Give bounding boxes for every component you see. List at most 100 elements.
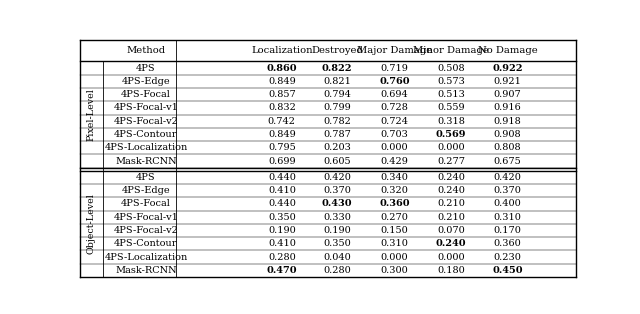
Text: 0.350: 0.350 — [323, 239, 351, 248]
Text: 4PS-Contour: 4PS-Contour — [114, 130, 178, 139]
Text: 0.330: 0.330 — [323, 213, 351, 222]
Text: 0.410: 0.410 — [268, 239, 296, 248]
Text: Pixel-Level: Pixel-Level — [86, 88, 95, 141]
Text: 0.360: 0.360 — [379, 199, 410, 208]
Text: 0.420: 0.420 — [323, 173, 351, 182]
Text: 0.921: 0.921 — [493, 77, 522, 86]
Text: 4PS-Focal-v1: 4PS-Focal-v1 — [113, 213, 179, 222]
Text: 0.203: 0.203 — [323, 143, 351, 152]
Text: 0.280: 0.280 — [268, 252, 296, 262]
Text: 0.719: 0.719 — [381, 63, 408, 73]
Text: 4PS-Focal: 4PS-Focal — [121, 199, 171, 208]
Text: 0.703: 0.703 — [381, 130, 408, 139]
Text: 0.180: 0.180 — [437, 266, 465, 275]
Text: 0.190: 0.190 — [323, 226, 351, 235]
Text: 0.240: 0.240 — [437, 173, 465, 182]
Text: 0.370: 0.370 — [493, 186, 522, 195]
Text: 0.300: 0.300 — [381, 266, 408, 275]
Text: Destroyed: Destroyed — [311, 46, 363, 55]
Text: 0.150: 0.150 — [381, 226, 408, 235]
Text: No Damage: No Damage — [477, 46, 538, 55]
Text: 0.857: 0.857 — [268, 90, 296, 99]
Text: 4PS: 4PS — [136, 173, 156, 182]
Text: 0.210: 0.210 — [437, 213, 465, 222]
Text: Localization: Localization — [251, 46, 313, 55]
Text: 0.429: 0.429 — [381, 157, 408, 165]
Text: 0.849: 0.849 — [268, 77, 296, 86]
Text: 0.724: 0.724 — [380, 117, 408, 126]
Text: 0.605: 0.605 — [323, 157, 351, 165]
Text: 0.450: 0.450 — [492, 266, 523, 275]
Text: 0.794: 0.794 — [323, 90, 351, 99]
Text: 0.908: 0.908 — [493, 130, 522, 139]
Text: 0.190: 0.190 — [268, 226, 296, 235]
Text: 0.370: 0.370 — [323, 186, 351, 195]
Text: Method: Method — [127, 46, 166, 55]
Text: 0.400: 0.400 — [493, 199, 522, 208]
Text: 4PS-Focal-v2: 4PS-Focal-v2 — [113, 226, 179, 235]
Text: 0.318: 0.318 — [437, 117, 465, 126]
Text: Object-Level: Object-Level — [86, 193, 95, 254]
Text: 0.918: 0.918 — [493, 117, 522, 126]
Text: 0.799: 0.799 — [323, 103, 351, 112]
Text: 0.210: 0.210 — [437, 199, 465, 208]
Text: 0.470: 0.470 — [266, 266, 297, 275]
Text: 0.440: 0.440 — [268, 199, 296, 208]
Text: 4PS-Edge: 4PS-Edge — [122, 77, 170, 86]
Text: Minor Damage: Minor Damage — [413, 46, 489, 55]
Text: 4PS: 4PS — [136, 63, 156, 73]
Text: 0.360: 0.360 — [493, 239, 522, 248]
Text: 0.230: 0.230 — [493, 252, 522, 262]
Text: 0.513: 0.513 — [437, 90, 465, 99]
Text: 0.821: 0.821 — [323, 77, 351, 86]
Text: 0.832: 0.832 — [268, 103, 296, 112]
Text: 4PS-Localization: 4PS-Localization — [104, 143, 188, 152]
Text: 0.270: 0.270 — [381, 213, 408, 222]
Text: 0.699: 0.699 — [268, 157, 296, 165]
Text: 4PS-Focal-v1: 4PS-Focal-v1 — [113, 103, 179, 112]
Text: 0.340: 0.340 — [381, 173, 408, 182]
Text: 0.277: 0.277 — [437, 157, 465, 165]
Text: 0.000: 0.000 — [381, 252, 408, 262]
Text: Mask-RCNN: Mask-RCNN — [115, 157, 177, 165]
Text: Mask-RCNN: Mask-RCNN — [115, 266, 177, 275]
Text: 0.907: 0.907 — [493, 90, 522, 99]
Text: 4PS-Localization: 4PS-Localization — [104, 252, 188, 262]
Text: 0.508: 0.508 — [437, 63, 465, 73]
Text: 0.410: 0.410 — [268, 186, 296, 195]
Text: 0.675: 0.675 — [493, 157, 522, 165]
Text: 0.420: 0.420 — [493, 173, 522, 182]
Text: 0.916: 0.916 — [493, 103, 522, 112]
Text: 0.860: 0.860 — [266, 63, 297, 73]
Text: 0.350: 0.350 — [268, 213, 296, 222]
Text: 0.559: 0.559 — [437, 103, 465, 112]
Text: 0.170: 0.170 — [493, 226, 522, 235]
Text: 0.742: 0.742 — [268, 117, 296, 126]
Text: 0.694: 0.694 — [381, 90, 408, 99]
Text: 0.310: 0.310 — [381, 239, 408, 248]
Text: 0.000: 0.000 — [381, 143, 408, 152]
Text: 0.795: 0.795 — [268, 143, 296, 152]
Text: 0.440: 0.440 — [268, 173, 296, 182]
Text: 4PS-Focal: 4PS-Focal — [121, 90, 171, 99]
Text: 4PS-Edge: 4PS-Edge — [122, 186, 170, 195]
Text: Major Damage: Major Damage — [357, 46, 432, 55]
Text: 0.280: 0.280 — [323, 266, 351, 275]
Text: 0.320: 0.320 — [381, 186, 408, 195]
Text: 0.569: 0.569 — [436, 130, 467, 139]
Text: 0.573: 0.573 — [437, 77, 465, 86]
Text: 0.000: 0.000 — [437, 143, 465, 152]
Text: 0.240: 0.240 — [436, 239, 467, 248]
Text: 0.240: 0.240 — [437, 186, 465, 195]
Text: 0.040: 0.040 — [323, 252, 351, 262]
Text: 0.728: 0.728 — [381, 103, 408, 112]
Text: 4PS-Focal-v2: 4PS-Focal-v2 — [113, 117, 179, 126]
Text: 0.808: 0.808 — [493, 143, 522, 152]
Text: 0.922: 0.922 — [492, 63, 523, 73]
Text: 0.849: 0.849 — [268, 130, 296, 139]
Text: 0.000: 0.000 — [437, 252, 465, 262]
Text: 0.782: 0.782 — [323, 117, 351, 126]
Text: 0.430: 0.430 — [322, 199, 352, 208]
Text: 0.760: 0.760 — [379, 77, 410, 86]
Text: 4PS-Contour: 4PS-Contour — [114, 239, 178, 248]
